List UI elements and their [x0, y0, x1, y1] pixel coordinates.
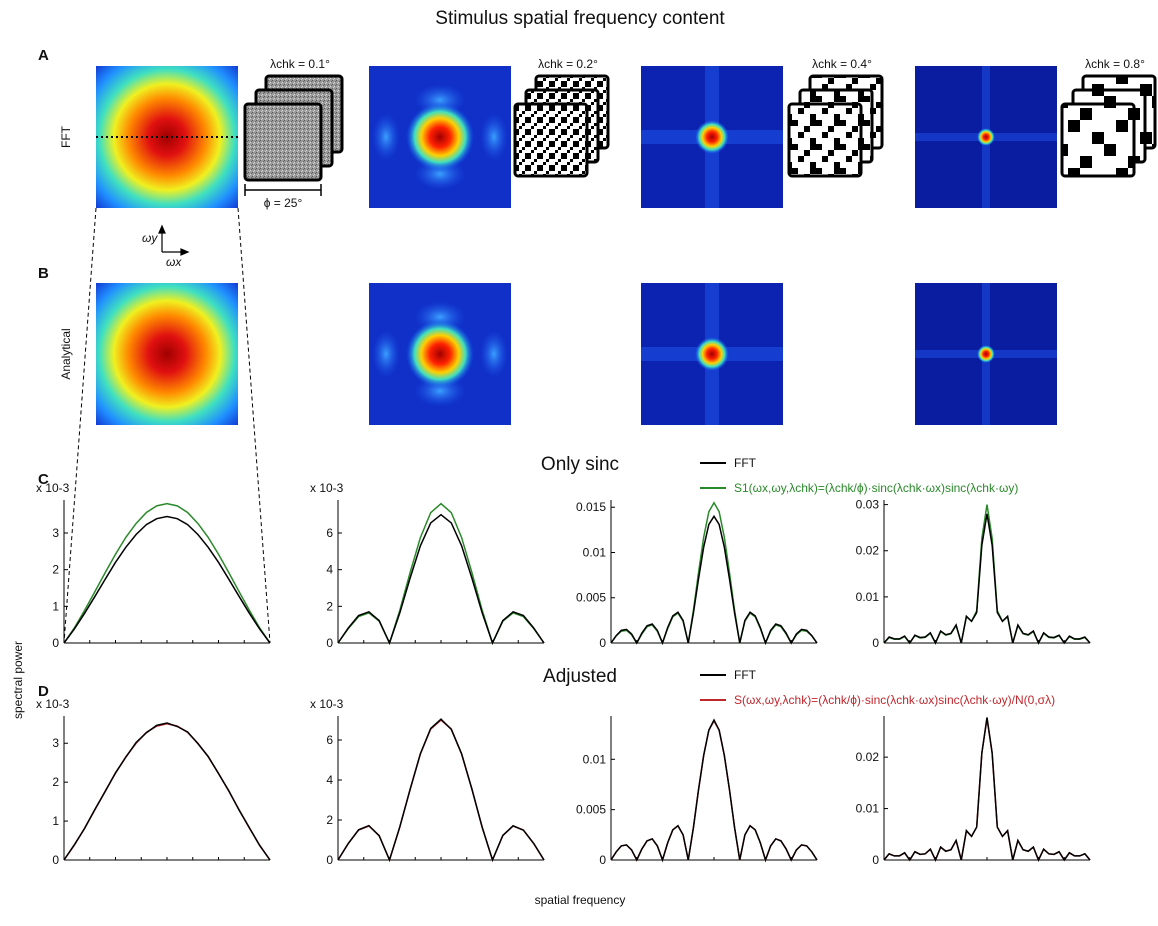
spectrum-image: [641, 283, 783, 425]
stimulus-stack: [1062, 76, 1155, 176]
series-line: [64, 517, 270, 644]
y-tick-label: 0: [872, 853, 879, 867]
y-tick-label: 1: [52, 814, 59, 828]
y-tick-label: 6: [326, 733, 333, 747]
y-tick-label: 0: [599, 636, 606, 650]
stimulus-stack: [515, 76, 608, 176]
y-tick-label: 4: [326, 563, 333, 577]
panel-letter: A: [38, 47, 49, 64]
lambda-label: λchk = 0.2°: [538, 57, 598, 71]
phi-bracket: [245, 184, 321, 196]
y-tick-label: 0.01: [583, 545, 607, 559]
spectrum-image: [915, 283, 1057, 425]
y-tick-label: 3: [52, 526, 59, 540]
zoom-lines: [64, 208, 270, 643]
series-line: [884, 718, 1090, 860]
y-tick-label: 0.01: [583, 752, 607, 766]
y-tick-label: 0: [599, 853, 606, 867]
x-axis-label: spatial frequency: [535, 893, 626, 907]
spectrum-image: [915, 66, 1057, 208]
stimulus-stack: [245, 76, 342, 180]
series-line: [338, 504, 544, 643]
legend-label: S1(ωx,ωy,λchk)=(λchk/ϕ)·sinc(λchk·ωx)sin…: [734, 481, 1018, 495]
panel-letter: B: [38, 265, 49, 282]
y-tick-label: 0.02: [856, 544, 880, 558]
y-tick-label: 0.01: [856, 590, 880, 604]
figure-title: Stimulus spatial frequency content: [435, 8, 725, 29]
y-tick-label: 1: [52, 599, 59, 613]
y-tick-label: 0: [326, 853, 333, 867]
y-tick-label: 2: [52, 563, 59, 577]
series-line: [884, 505, 1090, 643]
phi-label: ϕ = 25°: [264, 196, 303, 210]
spectrum-image: [369, 66, 511, 208]
y-tick-label: 0: [872, 636, 879, 650]
series-line: [611, 503, 817, 643]
omega-x: ωx: [166, 255, 182, 269]
y-multiplier: x 10-3: [36, 697, 70, 711]
spectrum-image: [641, 66, 783, 208]
y-multiplier: x 10-3: [310, 481, 344, 495]
series-line: [338, 720, 544, 860]
y-tick-label: 0: [326, 636, 333, 650]
figure: Stimulus spatial frequency content A B C…: [0, 0, 1158, 921]
y-tick-label: 0.005: [576, 803, 606, 817]
row-label: Analytical: [59, 328, 73, 379]
row-label: FFT: [59, 125, 73, 148]
lambda-label: λchk = 0.4°: [812, 57, 872, 71]
series-line: [884, 514, 1090, 643]
series-line: [338, 719, 544, 860]
y-tick-label: 0.03: [856, 498, 880, 512]
y-multiplier: x 10-3: [310, 697, 344, 711]
section-title: Only sinc: [541, 454, 619, 475]
y-tick-label: 4: [326, 773, 333, 787]
lambda-label: λchk = 0.8°: [1085, 57, 1145, 71]
y-tick-label: 0: [52, 636, 59, 650]
series-line: [611, 720, 817, 860]
lambda-label: λchk = 0.1°: [270, 57, 330, 71]
y-tick-label: 3: [52, 736, 59, 750]
spectrum-image: [96, 283, 238, 425]
section-title: Adjusted: [543, 666, 617, 687]
series-line: [64, 504, 270, 643]
y-tick-label: 2: [326, 813, 333, 827]
y-tick-label: 0.015: [576, 500, 606, 514]
y-axis-label: spectral power: [11, 641, 25, 719]
y-tick-label: 6: [326, 526, 333, 540]
stimulus-stack: [789, 76, 882, 176]
series-line: [64, 723, 270, 860]
y-tick-label: 2: [326, 599, 333, 613]
y-multiplier: x 10-3: [36, 481, 70, 495]
y-tick-label: 0.005: [576, 591, 606, 605]
y-tick-label: 2: [52, 775, 59, 789]
y-tick-label: 0: [52, 853, 59, 867]
legend-label: FFT: [734, 456, 757, 470]
series-line: [884, 719, 1090, 860]
series-line: [338, 515, 544, 643]
legend-label: S(ωx,ωy,λchk)=(λchk/ϕ)·sinc(λchk·ωx)sinc…: [734, 693, 1055, 707]
y-tick-label: 0.02: [856, 750, 880, 764]
series-line: [611, 516, 817, 643]
series-line: [611, 721, 817, 860]
y-tick-label: 0.01: [856, 802, 880, 816]
legend-label: FFT: [734, 668, 757, 682]
axes-icon: [159, 226, 188, 255]
spectrum-image: [369, 283, 511, 425]
omega-y: ωy: [142, 231, 158, 245]
series-line: [64, 724, 270, 860]
